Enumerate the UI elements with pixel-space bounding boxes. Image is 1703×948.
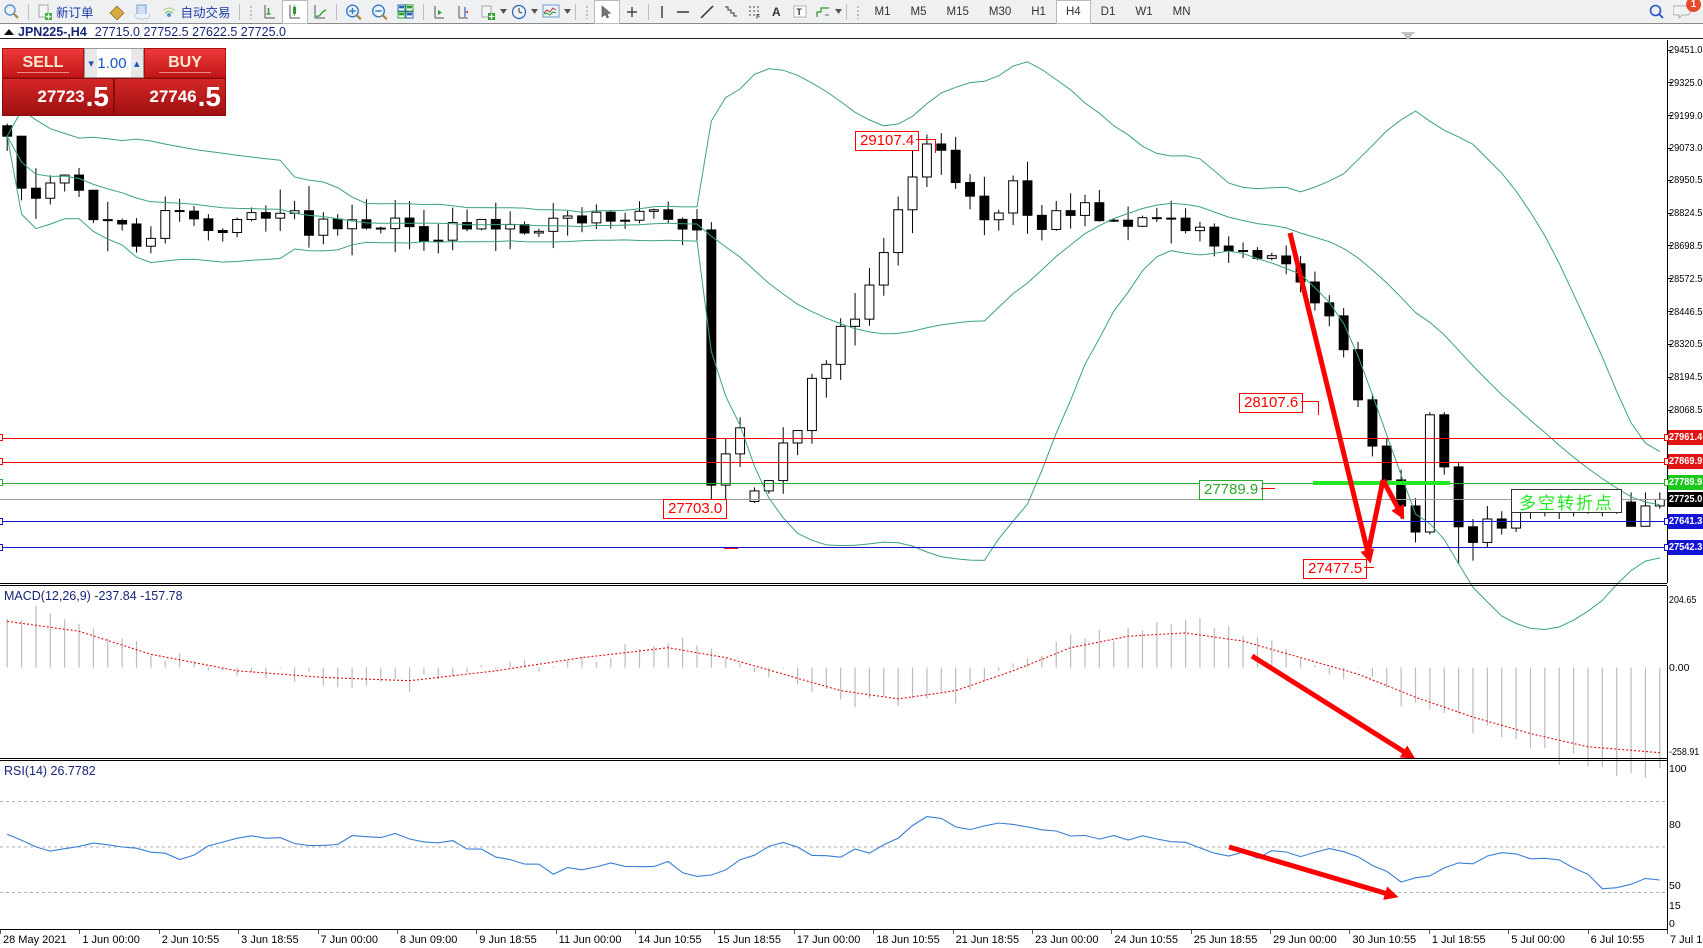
svg-text:F: F xyxy=(756,14,760,20)
svg-text:T: T xyxy=(796,7,802,17)
svg-text:A: A xyxy=(772,5,781,19)
